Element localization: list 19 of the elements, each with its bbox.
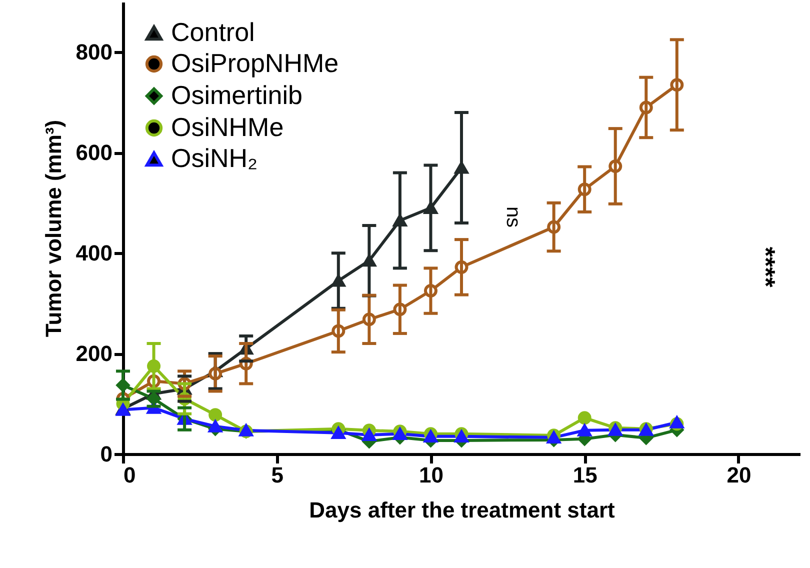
x-tick-label: 0	[124, 462, 136, 488]
x-tick-label: 15	[572, 462, 598, 488]
annotation: ****	[751, 246, 781, 288]
legend-label: OsiNH₂	[171, 143, 258, 173]
x-tick-label: 20	[726, 462, 752, 488]
y-tick-label: 0	[100, 442, 112, 466]
x-tick-label: 10	[418, 462, 444, 488]
legend-label: OsiNHMe	[171, 112, 284, 142]
y-tick-label: 400	[76, 240, 112, 266]
y-tick-label: 200	[76, 341, 112, 366]
x-axis-title: Days after the treatment start	[309, 498, 616, 522]
y-tick-label: 600	[76, 140, 112, 166]
y-axis-title: Tumor volume (mm³)	[40, 120, 66, 338]
legend-label: OsiPropNHMe	[171, 48, 339, 78]
y-tick-label: 800	[76, 40, 112, 65]
legend-label: Control	[171, 17, 255, 47]
legend-label: Osimertinib	[171, 80, 302, 110]
x-tick-label: 5	[271, 462, 284, 488]
annotation: ns	[502, 206, 524, 228]
